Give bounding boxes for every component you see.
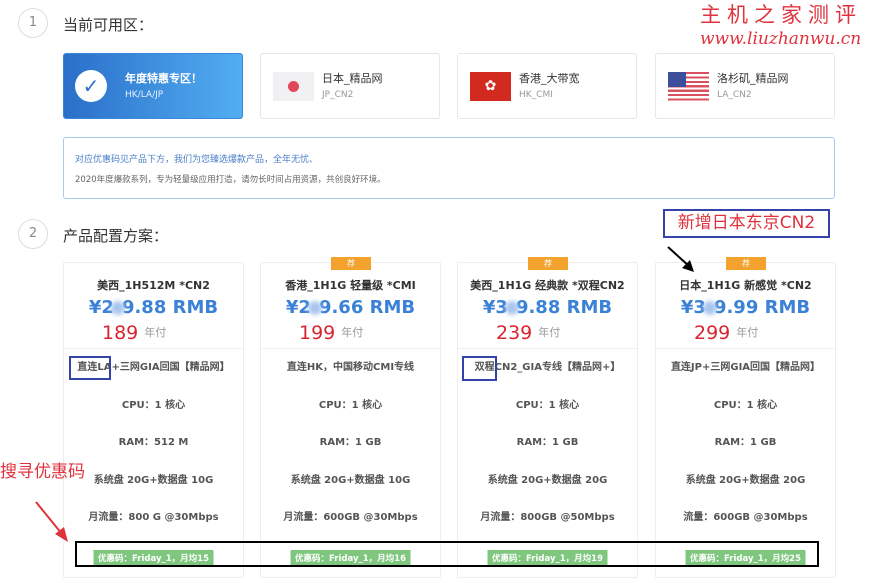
annual-price: 189 年付 xyxy=(102,322,166,344)
product-price: ¥2 9.88 RMB xyxy=(64,297,243,319)
arrow-icon xyxy=(667,246,694,272)
product-title: 香港_1H1G 轻量级 *CMI xyxy=(285,279,416,292)
recommended-badge: 荐 xyxy=(726,257,766,270)
zone-code: HK_CMI xyxy=(519,90,553,100)
info-box: 对应优惠码见产品下方，我们为您臻选爆款产品，全年无忧、 2020年度爆款系列，专… xyxy=(63,137,835,199)
product-feature: CPU：1 核心 xyxy=(121,400,186,411)
usa-flag-icon xyxy=(668,72,709,101)
price-prefix: ¥2 xyxy=(285,297,311,318)
blur-mark xyxy=(504,301,519,315)
zone-name: 香港_大带宽 xyxy=(519,72,580,85)
recommended-badge: 荐 xyxy=(331,257,371,270)
product-feature: 系统盘 20G+数据盘 20G xyxy=(685,475,806,486)
zone-code: LA_CN2 xyxy=(717,90,752,100)
product-feature: 流量：600GB @30Mbps xyxy=(683,512,808,523)
watermark-url: www.liuzhanwu.cn xyxy=(700,29,862,49)
step-2-circle: 2 xyxy=(18,219,48,249)
product-feature: CPU：1 核心 xyxy=(713,400,778,411)
divider xyxy=(656,348,835,349)
annual-price: 199 年付 xyxy=(299,322,363,344)
product-price: ¥3 9.99 RMB xyxy=(656,297,835,319)
annual-price-value: 299 xyxy=(694,322,731,344)
product-feature: CPU：1 核心 xyxy=(318,400,383,411)
zone-card-special[interactable]: ✓ 年度特惠专区！ HK/LA/JP xyxy=(63,53,243,119)
price-suffix: 9.66 RMB xyxy=(318,297,416,318)
product-card[interactable]: 美西_1H512M *CN2 ¥2 9.88 RMB 189 年付 直连LA+三网G… xyxy=(63,262,244,578)
highlight-box-la xyxy=(69,356,111,380)
price-suffix: 9.99 RMB xyxy=(713,297,811,318)
info-line-1: 对应优惠码见产品下方，我们为您臻选爆款产品，全年无忧、 xyxy=(75,155,319,165)
blur-mark xyxy=(307,301,322,315)
product-feature: 直连LA+三网GIA回国【精品网】 xyxy=(77,362,230,373)
step-1-circle: 1 xyxy=(18,8,48,38)
product-feature: 系统盘 20G+数据盘 20G xyxy=(487,475,608,486)
product-card[interactable]: 荐美西_1H1G 经典款 *双程CN2 ¥3 9.88 RMB 239 年付 双程C… xyxy=(457,257,638,578)
annual-label: 年付 xyxy=(341,326,364,339)
zone-card-japan[interactable]: 日本_精品网 JP_CN2 xyxy=(260,53,440,119)
annual-label: 年付 xyxy=(538,326,561,339)
zone-card-hongkong[interactable]: ✿ 香港_大带宽 HK_CMI xyxy=(457,53,637,119)
product-card[interactable]: 荐香港_1H1G 轻量级 *CMI ¥2 9.66 RMB 199 年付 直连HK，… xyxy=(260,257,441,578)
product-feature: RAM：1 GB xyxy=(319,437,382,448)
price-suffix: 9.88 RMB xyxy=(515,297,613,318)
price-prefix: ¥3 xyxy=(680,297,706,318)
check-icon: ✓ xyxy=(75,70,107,102)
zone-code: JP_CN2 xyxy=(322,90,354,100)
product-price: ¥3 9.88 RMB xyxy=(458,297,637,319)
hongkong-flag-icon: ✿ xyxy=(470,72,511,101)
product-feature: RAM：1 GB xyxy=(714,437,777,448)
annual-price-value: 199 xyxy=(299,322,336,344)
japan-flag-icon xyxy=(273,72,314,101)
product-feature: 月流量：800GB @50Mbps xyxy=(480,512,615,523)
product-price: ¥2 9.66 RMB xyxy=(261,297,440,319)
info-line-2: 2020年度爆款系列，专为轻量级应用打造，请勿长时间占用资源，共创良好环境。 xyxy=(75,175,386,185)
coupon-code[interactable]: 优惠码：Friday_1，月均16 xyxy=(290,550,411,566)
coupon-code[interactable]: 优惠码：Friday_1，月均19 xyxy=(487,550,608,566)
annotation-new-japan: 新增日本东京CN2 xyxy=(663,209,830,238)
product-feature: 月流量：800 G @30Mbps xyxy=(88,512,219,523)
product-feature: 系统盘 20G+数据盘 10G xyxy=(93,475,214,486)
annual-price-value: 239 xyxy=(496,322,533,344)
section-title-products: 产品配置方案： xyxy=(63,227,169,245)
divider xyxy=(261,348,440,349)
blur-mark xyxy=(110,301,125,315)
annual-price: 299 年付 xyxy=(694,322,758,344)
product-feature: 直连JP+三网GIA回国【精品网】 xyxy=(670,362,821,373)
product-feature: RAM：512 M xyxy=(118,437,189,448)
divider xyxy=(458,348,637,349)
product-card[interactable]: 荐日本_1H1G 新感觉 *CN2 ¥3 9.99 RMB 299 年付 直连JP+… xyxy=(655,257,836,578)
price-prefix: ¥3 xyxy=(482,297,508,318)
product-feature: 直连HK，中国移动CMI专线 xyxy=(286,362,415,373)
coupon-code[interactable]: 优惠码：Friday_1，月均15 xyxy=(93,550,214,566)
annual-label: 年付 xyxy=(736,326,759,339)
price-prefix: ¥2 xyxy=(88,297,114,318)
zone-name: 洛杉矶_精品网 xyxy=(717,72,789,85)
product-feature: 双程CN2_GIA专线【精品网+】 xyxy=(474,362,621,373)
coupon-code[interactable]: 优惠码：Friday_1，月均25 xyxy=(685,550,806,566)
product-title: 美西_1H1G 经典款 *双程CN2 xyxy=(470,279,625,292)
product-feature: RAM：1 GB xyxy=(516,437,579,448)
price-suffix: 9.88 RMB xyxy=(121,297,219,318)
recommended-badge: 荐 xyxy=(528,257,568,270)
zone-name: 日本_精品网 xyxy=(322,72,383,85)
annotation-search-coupon: 搜寻优惠码 xyxy=(0,462,85,482)
blur-mark xyxy=(702,301,717,315)
coupon-highlight-box xyxy=(75,541,819,567)
product-feature: 系统盘 20G+数据盘 10G xyxy=(290,475,411,486)
product-feature: CPU：1 核心 xyxy=(515,400,580,411)
annual-price-value: 189 xyxy=(102,322,139,344)
divider xyxy=(64,348,243,349)
watermark-title: 主机之家测评 xyxy=(700,3,862,27)
zone-name: 年度特惠专区！ xyxy=(125,72,202,85)
section-title-zones: 当前可用区： xyxy=(63,16,154,34)
zone-card-losangeles[interactable]: 洛杉矶_精品网 LA_CN2 xyxy=(655,53,835,119)
annual-price: 239 年付 xyxy=(496,322,560,344)
product-title: 日本_1H1G 新感觉 *CN2 xyxy=(679,279,812,292)
product-feature: 月流量：600GB @30Mbps xyxy=(283,512,418,523)
product-title: 美西_1H512M *CN2 xyxy=(97,279,210,292)
highlight-box-dual xyxy=(462,356,497,381)
annual-label: 年付 xyxy=(144,326,167,339)
red-arrow-icon xyxy=(35,501,68,542)
zone-code: HK/LA/JP xyxy=(125,90,164,100)
